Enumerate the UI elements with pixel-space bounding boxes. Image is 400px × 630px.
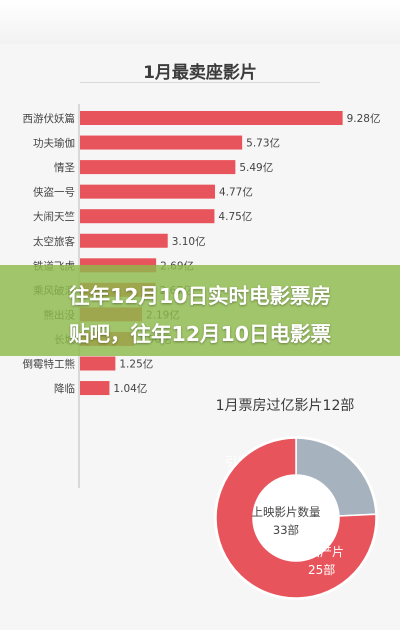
bar [80,111,343,125]
title-divider [80,82,320,83]
bar-category-label: 功夫瑜伽 [33,137,75,150]
bar-value-label: 3.10亿 [172,235,206,248]
bar-category-label: 侠盗一号 [33,186,75,199]
bar [80,184,215,199]
bar-category-label: 倒霉特工熊 [23,358,76,371]
bar-category-label: 降临 [54,382,75,395]
bar-value-label: 9.28亿 [347,112,381,125]
bar-value-label: 1.04亿 [113,382,147,395]
headline-overlay [0,265,400,356]
bar [80,233,168,248]
top-band [0,0,400,44]
donut-slice [215,437,377,599]
bar-category-label: 情圣 [54,161,75,174]
headline-line-1: 往年12月10日实时电影票房 [68,284,332,308]
bar-value-label: 1.25亿 [119,358,153,371]
bar-value-label: 4.75亿 [218,210,252,223]
headline-line-2: 贴吧，往年12月10日电影票 [68,322,332,346]
bar-value-label: 4.77亿 [219,186,253,199]
bar [80,135,243,150]
bar-category-label: 太空旅客 [33,235,75,248]
bar [80,381,110,396]
bar [80,356,116,371]
donut-center-label: 上映影片数量 [252,505,321,519]
bar [80,209,215,224]
donut-hole [253,475,339,561]
bar-value-label: 5.49亿 [239,161,273,174]
donut-slice-value: 25部 [308,562,335,577]
donut-chart-title: 1月票房过亿影片12部 [216,398,355,414]
bar-chart-title: 1月最卖座影片 [143,63,257,83]
bar [80,160,236,175]
bar-category-label: 大闹天竺 [33,210,75,223]
bar-category-label: 西游伏妖篇 [23,112,76,125]
bar-value-label: 5.73亿 [246,137,280,150]
donut-center-value: 33部 [273,523,299,537]
